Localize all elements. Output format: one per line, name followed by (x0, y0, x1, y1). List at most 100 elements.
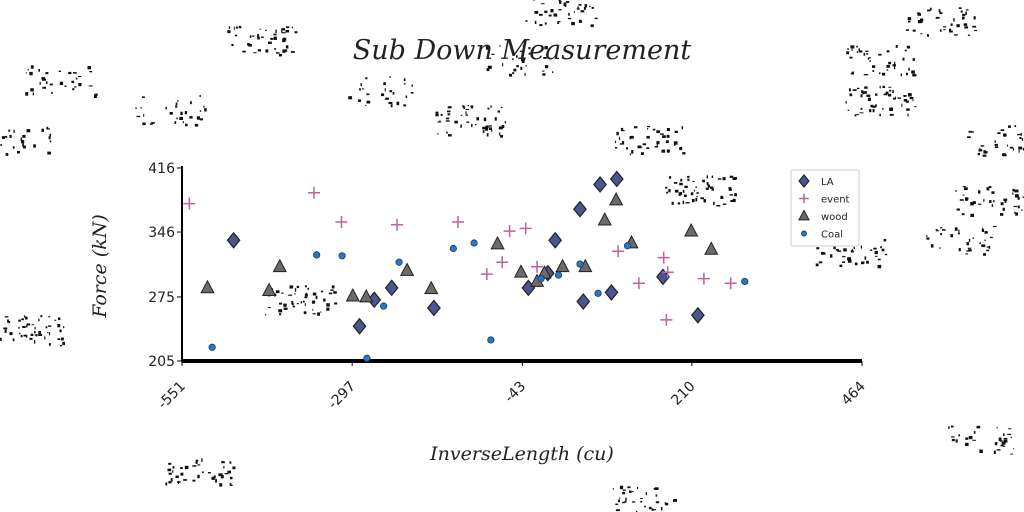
noise-speck (866, 94, 871, 97)
noise-speck (59, 329, 62, 333)
noise-speck (365, 104, 367, 107)
noise-speck (966, 250, 971, 252)
noise-speck (982, 154, 987, 157)
noise-speck (594, 17, 598, 20)
noise-speck (135, 107, 137, 109)
noise-speck (823, 252, 826, 255)
noise-speck (182, 121, 185, 124)
noise-speck (23, 145, 26, 149)
noise-speck (285, 45, 289, 49)
noise-speck (548, 14, 552, 17)
noise-speck (961, 213, 965, 216)
noise-speck (935, 229, 938, 231)
noise-speck (488, 125, 492, 127)
noise-speck (268, 307, 271, 309)
noise-speck (673, 499, 677, 502)
noise-speck (87, 66, 92, 70)
noise-speck (706, 182, 709, 186)
noise-speck (994, 146, 999, 148)
noise-speck (843, 248, 847, 252)
noise-speck (22, 134, 26, 138)
noise-speck (882, 85, 886, 88)
point-coal (313, 251, 321, 259)
noise-speck (875, 104, 877, 107)
noise-speck (816, 247, 820, 250)
noise-speck (542, 73, 546, 76)
noise-speck (273, 33, 277, 36)
noise-speck (521, 57, 526, 61)
noise-speck (998, 437, 1002, 441)
noise-speck (326, 307, 330, 311)
noise-speck (78, 83, 82, 87)
noise-speck (989, 236, 993, 239)
noise-speck (42, 86, 46, 89)
noise-speck (706, 175, 708, 179)
noise-speck (294, 288, 297, 292)
point-la (384, 279, 399, 297)
point-event (335, 215, 348, 228)
noise-speck (965, 9, 969, 11)
noise-speck (960, 10, 963, 13)
noise-speck (361, 88, 365, 90)
noise-speck (653, 509, 656, 511)
noise-speck (23, 315, 26, 318)
x-axis-label: InverseLength (cu) (429, 443, 614, 465)
noise-speck (304, 293, 308, 297)
noise-speck (275, 290, 280, 294)
noise-speck (27, 69, 29, 71)
noise-speck (716, 205, 721, 207)
noise-speck (358, 99, 361, 102)
noise-speck (892, 97, 896, 100)
noise-speck (278, 53, 282, 57)
noise-speck (252, 35, 255, 37)
noise-speck (872, 108, 875, 113)
noise-speck (958, 7, 962, 9)
noise-speck (1020, 133, 1023, 136)
noise-speck (885, 91, 889, 94)
noise-speck (976, 425, 981, 429)
noise-speck (882, 72, 886, 76)
noise-speck (533, 0, 536, 1)
noise-speck (839, 264, 843, 267)
noise-speck (870, 104, 874, 108)
noise-speck (278, 309, 283, 313)
noise-speck (956, 24, 960, 28)
noise-speck (867, 97, 871, 102)
noise-speck (190, 101, 192, 105)
noise-speck (619, 143, 624, 145)
noise-speck (661, 507, 663, 511)
noise-speck (872, 70, 875, 72)
noise-speck (41, 128, 44, 132)
legend-marker-coal (801, 230, 807, 237)
noise-speck (64, 85, 67, 87)
noise-speck (856, 113, 859, 116)
noise-speck (926, 235, 928, 237)
noise-speck (682, 200, 685, 205)
noise-speck (12, 146, 15, 149)
noise-speck (75, 77, 78, 80)
noise-speck (711, 175, 714, 178)
noise-speck (541, 70, 545, 72)
axes: -551 -297 -43 210 464 205 275 346 416 (148, 161, 869, 412)
noise-speck (645, 492, 648, 496)
noise-speck (571, 21, 574, 25)
noise-speck (1003, 133, 1007, 137)
noise-speck (196, 116, 200, 120)
noise-speck (29, 71, 33, 76)
noise-speck (665, 140, 669, 144)
noise-speck (476, 117, 480, 121)
noise-speck (583, 7, 586, 10)
noise-speck (411, 84, 413, 87)
noise-speck (590, 24, 594, 28)
noise-speck (962, 194, 965, 196)
noise-speck (637, 145, 642, 149)
noise-speck (257, 34, 259, 38)
noise-speck (889, 107, 893, 111)
noise-speck (446, 131, 448, 134)
noise-speck (618, 499, 620, 503)
noise-speck (1000, 213, 1004, 216)
noise-speck (920, 33, 923, 35)
noise-speck (897, 97, 901, 99)
noise-speck (905, 100, 909, 103)
noise-speck (568, 12, 570, 16)
